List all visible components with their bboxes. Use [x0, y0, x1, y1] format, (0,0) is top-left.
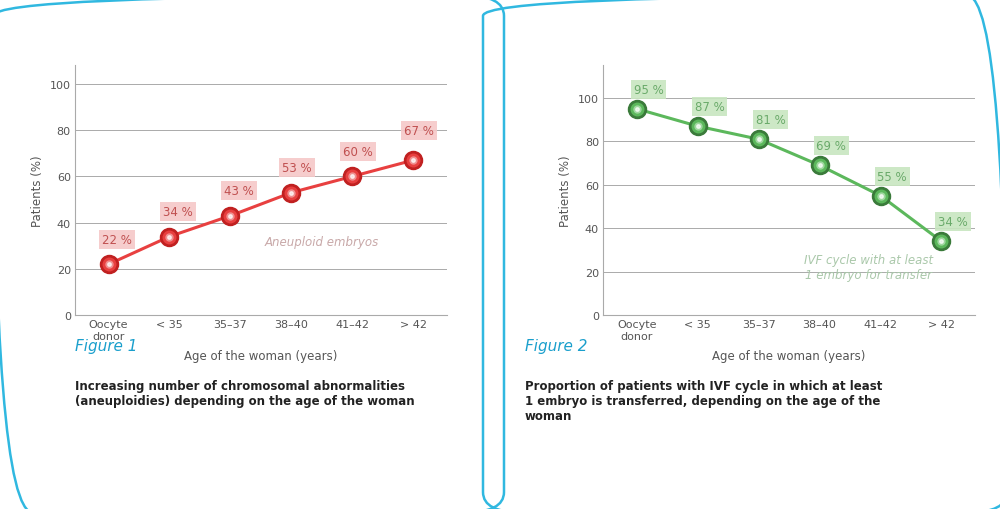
- Text: Figure 2: Figure 2: [525, 338, 588, 353]
- Text: 60 %: 60 %: [343, 146, 373, 158]
- Text: 34 %: 34 %: [938, 216, 968, 229]
- Text: 69 %: 69 %: [816, 140, 846, 153]
- Text: IVF cycle with at least
1 embryo for transfer: IVF cycle with at least 1 embryo for tra…: [804, 254, 933, 282]
- X-axis label: Age of the woman (years): Age of the woman (years): [184, 350, 338, 362]
- Text: Figure 1: Figure 1: [75, 338, 138, 353]
- Text: 22 %: 22 %: [102, 233, 132, 246]
- Text: 34 %: 34 %: [163, 206, 193, 218]
- Text: 67 %: 67 %: [404, 125, 434, 138]
- Y-axis label: Patients (%): Patients (%): [559, 155, 572, 227]
- Text: Proportion of patients with IVF cycle in which at least
1 embryo is transferred,: Proportion of patients with IVF cycle in…: [525, 379, 882, 422]
- Y-axis label: Patients (%): Patients (%): [31, 155, 44, 227]
- Text: 55 %: 55 %: [877, 171, 907, 183]
- Text: Aneuploid embryos: Aneuploid embryos: [265, 235, 379, 248]
- Text: 95 %: 95 %: [634, 83, 663, 97]
- X-axis label: Age of the woman (years): Age of the woman (years): [712, 350, 866, 362]
- Text: 53 %: 53 %: [282, 162, 312, 175]
- Text: Increasing number of chromosomal abnormalities
(aneuploidies) depending on the a: Increasing number of chromosomal abnorma…: [75, 379, 415, 407]
- Text: 43 %: 43 %: [224, 185, 254, 198]
- Text: 81 %: 81 %: [756, 114, 785, 127]
- Text: 87 %: 87 %: [695, 101, 724, 114]
